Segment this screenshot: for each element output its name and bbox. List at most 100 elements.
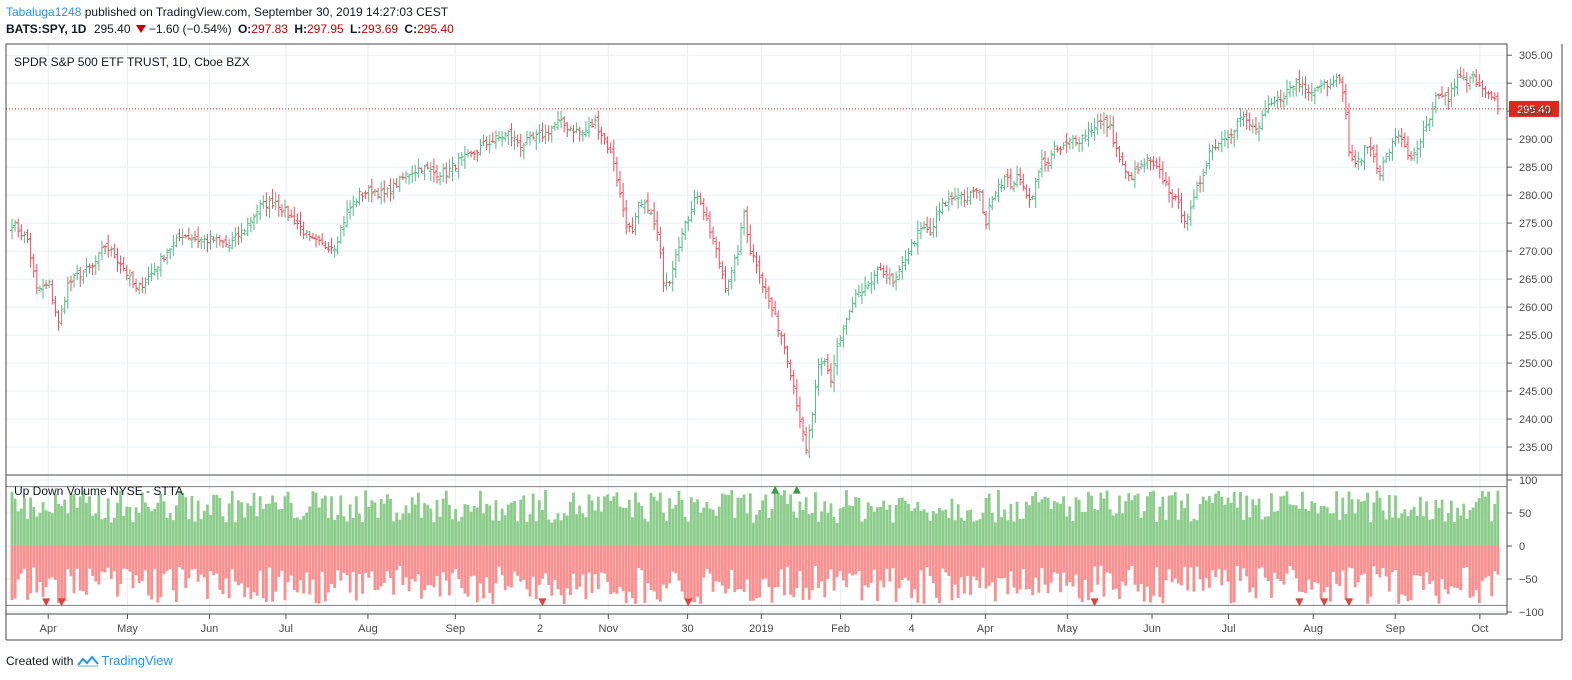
price-tick-label: 245.00 <box>1519 386 1553 398</box>
up-volume-bar <box>522 495 526 546</box>
up-volume-bar <box>745 513 749 546</box>
ohlc-bar <box>1213 138 1218 151</box>
up-volume-bar <box>1024 501 1028 546</box>
up-volume-bar <box>1369 522 1373 546</box>
ohlc-bar <box>953 187 958 201</box>
ohlc-bar <box>354 198 359 208</box>
ohlc-bar <box>416 158 421 178</box>
ohlc-bar <box>1315 85 1320 92</box>
ohlc-bar <box>1058 146 1063 155</box>
up-volume-bar <box>44 510 48 546</box>
up-volume-bar <box>258 496 262 546</box>
down-volume-bar <box>1480 546 1484 581</box>
ohlc-bar <box>680 227 685 252</box>
plot-border <box>5 43 1508 615</box>
up-volume-bar <box>972 521 976 546</box>
up-volume-bar <box>885 509 889 546</box>
down-volume-bar <box>1124 546 1128 586</box>
down-volume-bar <box>26 546 29 600</box>
price-chart[interactable]: 295.40 235.00 240.00 245.00 250.00 255.00 260… <box>0 0 1572 650</box>
down-volume-bar <box>1031 546 1034 596</box>
ohlc-bar <box>481 134 486 147</box>
down-volume-bar <box>928 546 932 576</box>
open-label: O: <box>237 22 252 36</box>
up-volume-bar <box>165 517 169 546</box>
down-volume-bar <box>181 546 185 570</box>
down-volume-bar <box>1214 546 1218 578</box>
down-volume-bar <box>119 546 122 585</box>
close-label: C: <box>404 22 418 36</box>
down-volume-bar <box>466 546 470 597</box>
ohlc-bar <box>1163 171 1168 187</box>
down-volume-bar <box>1270 546 1273 598</box>
ohlc-bar <box>652 201 657 231</box>
down-volume-bar <box>280 546 284 571</box>
ohlc-bar <box>329 237 334 254</box>
ohlc-bar <box>559 110 564 129</box>
down-volume-bar <box>714 546 718 582</box>
ohlc-bar <box>828 363 833 388</box>
ohlc-bar <box>1412 147 1417 162</box>
ohlc-bar <box>1492 92 1497 102</box>
ohlc-bar <box>1365 146 1370 155</box>
up-volume-bar <box>603 496 606 546</box>
down-volume-bar <box>832 546 836 591</box>
volume-tick-label: 0 <box>1519 541 1525 553</box>
ohlc-bar <box>382 180 387 203</box>
ohlc-bar <box>1080 134 1085 152</box>
down-volume-bar <box>770 546 774 603</box>
up-volume-bar <box>447 504 451 546</box>
up-volume-bar <box>336 515 340 546</box>
ohlc-bar <box>810 412 815 439</box>
down-volume-bar <box>336 546 340 571</box>
tradingview-link[interactable]: TradingView <box>101 653 173 668</box>
up-volume-bar <box>1477 498 1481 546</box>
up-volume-bar <box>463 504 467 546</box>
down-volume-bar <box>655 546 659 600</box>
ohlc-bar <box>174 234 179 248</box>
up-volume-bar <box>1155 522 1159 546</box>
down-volume-bar <box>1133 546 1137 585</box>
ohlc-bar <box>227 238 232 253</box>
up-volume-bar <box>705 502 709 546</box>
ohlc-bars <box>10 66 1500 459</box>
down-volume-bar <box>165 546 169 571</box>
down-arrow-marker <box>57 598 66 607</box>
up-volume-bar <box>1409 509 1413 546</box>
down-volume-bar <box>1422 546 1425 590</box>
ohlc-bar <box>422 164 427 181</box>
up-volume-bar <box>534 521 538 546</box>
down-volume-bar <box>286 546 290 583</box>
down-volume-bar <box>1189 546 1193 568</box>
chart-frame: 295.40 <box>5 43 1563 641</box>
author-link[interactable]: Tabaluga1248 <box>6 5 82 19</box>
down-volume-bar <box>962 546 966 594</box>
up-volume-bar <box>1446 513 1450 546</box>
ohlc-bar <box>819 357 824 376</box>
up-volume-bar <box>612 496 616 546</box>
ohlc-bar <box>1105 114 1110 138</box>
down-volume-bar <box>392 546 395 595</box>
time-tick-label: Sep <box>1385 623 1405 635</box>
up-volume-bar <box>1412 506 1416 546</box>
ohlc-bar <box>59 305 64 326</box>
down-volume-bar <box>848 546 851 574</box>
down-volume-bar <box>268 546 271 568</box>
down-volume-bar <box>100 546 104 572</box>
down-volume-bar <box>1428 546 1432 585</box>
ohlc-bar <box>1495 92 1500 115</box>
down-volume-bar <box>469 546 473 577</box>
up-volume-bar <box>990 512 994 546</box>
down-volume-bar <box>1487 546 1490 577</box>
ohlc-bar <box>968 190 973 206</box>
down-volume-bar <box>333 546 337 589</box>
up-volume-bar <box>373 502 377 546</box>
down-volume-bar <box>1254 546 1258 599</box>
ohlc-bar <box>1042 150 1047 172</box>
up-volume-bar <box>66 513 70 546</box>
price-tick-label: 295.00 <box>1519 106 1553 118</box>
published-text: published on TradingView.com, September … <box>84 5 449 19</box>
ohlc-bar <box>949 192 954 206</box>
ohlc-bar <box>1095 113 1100 135</box>
down-volume-bar <box>379 546 383 587</box>
